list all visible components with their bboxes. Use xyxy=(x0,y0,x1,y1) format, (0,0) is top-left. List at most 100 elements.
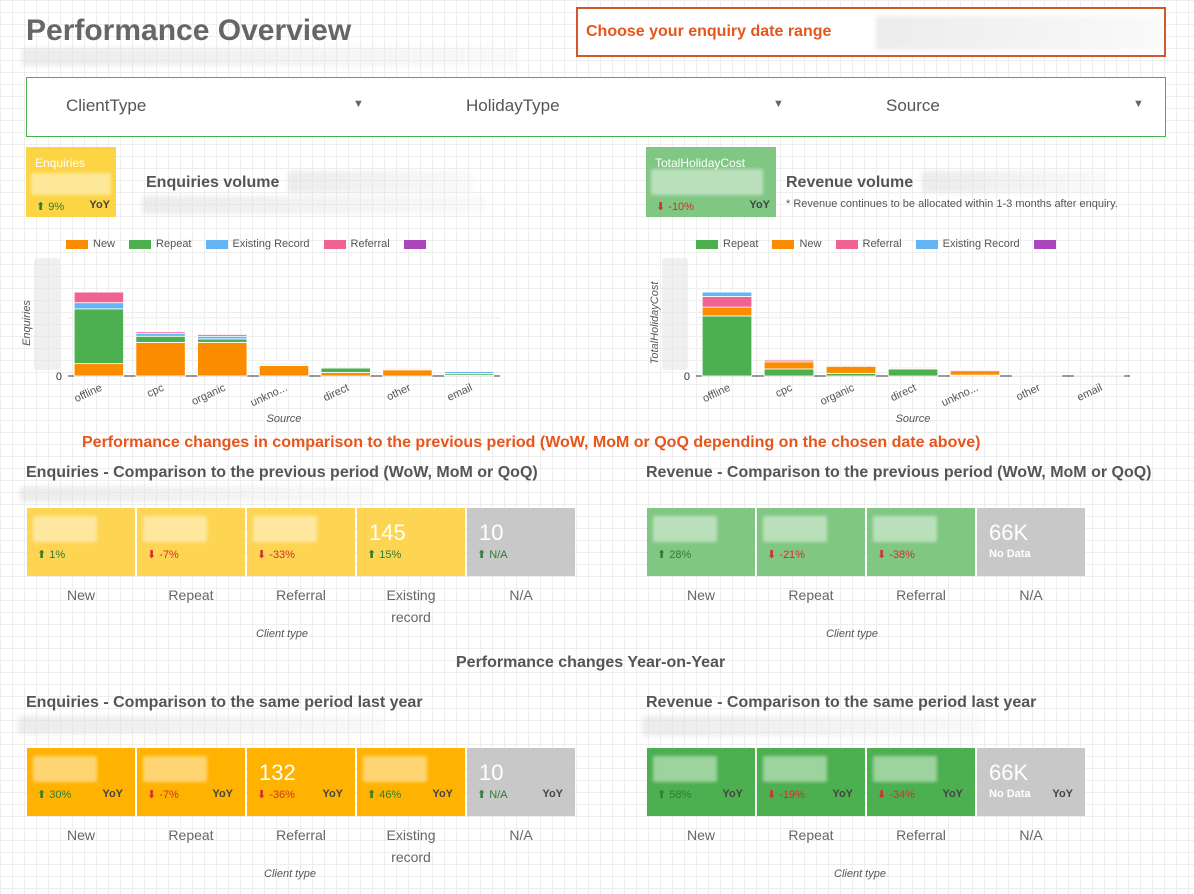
enquiries-yoy-caption: Client type xyxy=(264,868,316,880)
arrow-up-icon: ⬆ xyxy=(36,201,46,213)
revenue-yoy-caption: Client type xyxy=(834,868,886,880)
revenue-prev-caption: Client type xyxy=(826,628,878,640)
x-tick-label: offline xyxy=(73,382,104,405)
enquiries-legend-item: Existing Record xyxy=(205,238,310,250)
bar-segment xyxy=(320,372,371,377)
filter-client-type[interactable]: ClientType ▼ xyxy=(66,96,364,118)
x-tick-label: organic xyxy=(190,382,228,408)
bar-segment xyxy=(197,338,248,343)
enquiries-volume-heading: Enquiries volume xyxy=(146,174,280,191)
tile-period: YoY xyxy=(432,788,453,800)
tile-label: Repeat xyxy=(788,587,834,603)
tile-value: 132 xyxy=(259,760,296,785)
client-type-tile: ⬇ -38% xyxy=(867,508,975,576)
legend-label: Repeat xyxy=(156,238,192,250)
x-tick-label: unkno... xyxy=(249,382,290,409)
bar-segment xyxy=(382,367,433,370)
page-title: Performance Overview xyxy=(26,14,352,47)
tile-value-redacted xyxy=(873,516,937,542)
bar-segment xyxy=(135,335,186,343)
tile-label: N/A xyxy=(509,827,533,843)
bar-segment xyxy=(73,291,124,304)
bar-segment xyxy=(701,291,753,297)
filter-client-type-label: ClientType xyxy=(66,96,147,115)
tile-value-redacted xyxy=(253,516,317,542)
enquiries-legend-item xyxy=(403,239,431,249)
tile-delta: ⬇ -7% xyxy=(147,549,179,561)
date-range-value-redacted[interactable] xyxy=(876,16,1162,50)
revenue-legend-item: New xyxy=(772,238,822,250)
enquiries-volume-redacted xyxy=(288,171,472,193)
y-axis-redacted xyxy=(662,258,688,370)
x-axis-label: Source xyxy=(896,413,931,425)
filter-source[interactable]: Source ▼ xyxy=(886,96,1144,118)
chevron-down-icon: ▼ xyxy=(1133,98,1144,110)
x-tick-label: direct xyxy=(889,382,918,404)
bar-segment xyxy=(887,368,939,377)
revenue-delta: ⬇ -10% xyxy=(656,201,694,213)
tile-label: New xyxy=(686,587,715,603)
bar-segment xyxy=(949,369,1001,372)
tile-label: Existing record xyxy=(386,827,436,865)
tile-delta: ⬆ N/A xyxy=(477,549,508,561)
x-tick-label: offline xyxy=(701,382,732,405)
legend-swatch xyxy=(1033,239,1056,249)
arrow-up-icon: ⬆ xyxy=(657,789,670,801)
tile-period: YoY xyxy=(322,788,343,800)
enquiries-volume-sub-redacted xyxy=(142,196,486,214)
tile-label: Repeat xyxy=(168,587,214,603)
enquiries-chart-legend: New Repeat Existing Record Referral xyxy=(66,238,445,252)
subtitle-redacted xyxy=(22,48,518,66)
tile-period: YoY xyxy=(832,788,853,800)
x-tick-label: organic xyxy=(818,382,856,408)
bar-segment xyxy=(763,368,815,377)
filter-holiday-type[interactable]: HolidayType ▼ xyxy=(466,96,784,118)
tile-delta: ⬇ -21% xyxy=(767,549,805,561)
bar-segment xyxy=(320,366,371,369)
tile-label: N/A xyxy=(1019,587,1043,603)
tile-no-data: No Data xyxy=(989,788,1031,800)
arrow-down-icon: ⬇ xyxy=(877,789,890,801)
enquiries-legend-item: New xyxy=(66,238,115,250)
tile-period: YoY xyxy=(722,788,743,800)
revenue-legend-item xyxy=(1033,239,1061,249)
filter-bar: ClientType ▼ HolidayType ▼ Source ▼ xyxy=(26,77,1166,137)
client-type-tile: 145 ⬆ 15% xyxy=(357,508,465,576)
enquiries-yoy-sub-redacted xyxy=(18,716,384,734)
revenue-volume-redacted xyxy=(922,171,1106,193)
bar-segment xyxy=(382,369,433,377)
legend-swatch xyxy=(835,239,858,249)
revenue-prev-title: Revenue - Comparison to the previous per… xyxy=(646,464,1152,481)
tile-label: New xyxy=(66,587,95,603)
client-type-tile: 10 ⬆ N/A xyxy=(467,508,575,576)
revenue-chart-legend: Repeat New Referral Existing Record xyxy=(696,238,1075,252)
y-tick-label: 0 xyxy=(56,371,62,383)
client-type-tile: ⬆ 58% YoY xyxy=(647,748,755,816)
tile-delta: ⬇ -38% xyxy=(877,549,915,561)
legend-swatch xyxy=(66,239,88,249)
tile-delta: ⬇ -7% xyxy=(147,789,179,801)
arrow-up-icon: ⬆ xyxy=(367,549,380,561)
bar-segment xyxy=(1011,374,1063,377)
arrow-down-icon: ⬇ xyxy=(257,549,270,561)
arrow-up-icon: ⬆ xyxy=(37,789,50,801)
date-range-label: Choose your enquiry date range xyxy=(586,23,832,40)
revenue-value-redacted xyxy=(651,169,763,195)
bar-segment xyxy=(701,296,753,308)
bar-segment xyxy=(135,342,186,377)
chevron-down-icon: ▼ xyxy=(353,98,364,110)
enquiries-yoy-title: Enquiries - Comparison to the same perio… xyxy=(26,694,423,711)
revenue-volume-heading: Revenue volume xyxy=(786,174,914,191)
client-type-tile: ⬆ 28% xyxy=(647,508,755,576)
tile-value: 66K xyxy=(989,520,1029,545)
legend-label: New xyxy=(93,238,116,250)
client-type-tile: 10 ⬆ N/A YoY xyxy=(467,748,575,816)
tile-delta: ⬆ 46% xyxy=(367,789,402,801)
client-type-tile: ⬇ -21% xyxy=(757,508,865,576)
bar-segment xyxy=(73,363,124,377)
legend-swatch xyxy=(915,239,938,249)
tile-label: Repeat xyxy=(788,827,834,843)
tile-period: YoY xyxy=(1052,788,1073,800)
legend-label: Referral xyxy=(862,238,902,250)
tile-label: Repeat xyxy=(168,827,214,843)
